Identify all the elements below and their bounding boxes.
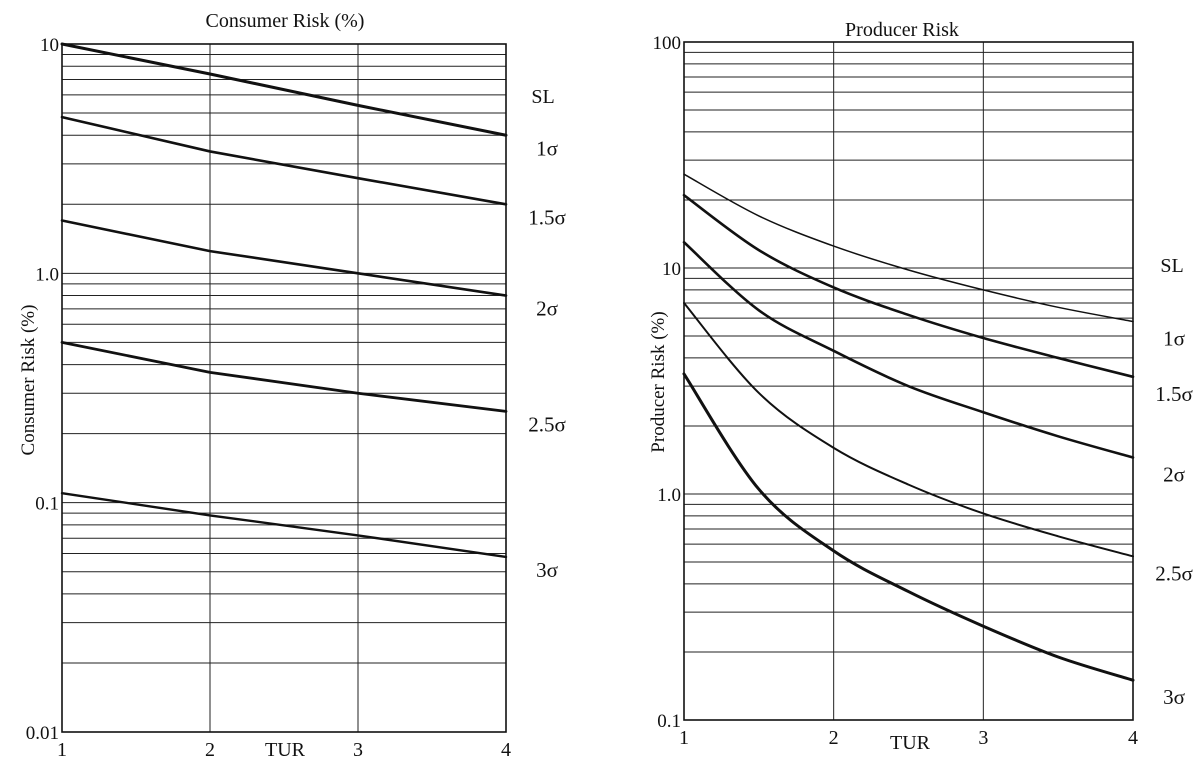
plot-frame xyxy=(61,43,507,733)
x-axis-label: TUR xyxy=(265,739,306,760)
y-axis-label: Consumer Risk (%) xyxy=(18,305,39,456)
x-tick-label: 3 xyxy=(978,727,988,749)
series-label: 2σ xyxy=(1163,463,1185,487)
series-line xyxy=(60,340,508,413)
y-tick-label: 1.0 xyxy=(35,264,59,285)
y-tick-label: 1.0 xyxy=(657,485,681,506)
series-label: 1.5σ xyxy=(1155,382,1193,406)
series-label: 2.5σ xyxy=(528,412,566,436)
x-axis-label: TUR xyxy=(890,732,931,754)
x-tick-label: 2 xyxy=(829,727,839,749)
series-line xyxy=(60,491,508,559)
y-tick-label: 0.01 xyxy=(26,723,59,744)
y-tick-label: 100 xyxy=(653,33,682,54)
y-tick-label: 10 xyxy=(40,35,59,56)
series-label: 3σ xyxy=(536,558,558,582)
series-label: 1σ xyxy=(536,136,558,160)
legend-title: SL xyxy=(531,86,554,108)
x-tick-label: 1 xyxy=(57,739,67,760)
producer-risk-chart: Producer Risk Producer Risk (%) TUR SL 1… xyxy=(648,19,1193,754)
y-tick-label: 0.1 xyxy=(657,711,681,732)
x-tick-label: 2 xyxy=(205,739,215,760)
legend-title: SL xyxy=(1160,255,1183,277)
y-tick-label: 10 xyxy=(662,259,681,280)
series-line xyxy=(682,193,1135,379)
x-tick-label: 4 xyxy=(501,739,511,760)
series-line xyxy=(683,302,1134,558)
series-label: 2σ xyxy=(536,297,558,321)
x-tick-label: 1 xyxy=(679,727,689,749)
series-label: 2.5σ xyxy=(1155,561,1193,585)
chart-title: Consumer Risk (%) xyxy=(206,10,365,32)
series-line xyxy=(60,219,508,297)
series-label: 3σ xyxy=(1163,685,1185,709)
chart-title: Producer Risk xyxy=(845,19,959,41)
grid xyxy=(62,44,506,732)
series-line xyxy=(683,173,1134,323)
y-axis-label: Producer Risk (%) xyxy=(648,311,669,452)
x-tick-label: 3 xyxy=(353,739,363,760)
series-line xyxy=(60,115,508,206)
series-label: 1.5σ xyxy=(528,205,566,229)
series-label: 1σ xyxy=(1163,326,1185,350)
consumer-risk-chart: Consumer Risk (%) Consumer Risk (%) TUR … xyxy=(18,10,566,760)
series-line xyxy=(60,42,508,137)
series-line xyxy=(682,372,1135,682)
grid xyxy=(684,42,1133,720)
series-line xyxy=(682,240,1135,459)
x-tick-label: 4 xyxy=(1128,727,1138,749)
y-tick-label: 0.1 xyxy=(35,494,59,515)
plot-frame xyxy=(683,41,1134,721)
